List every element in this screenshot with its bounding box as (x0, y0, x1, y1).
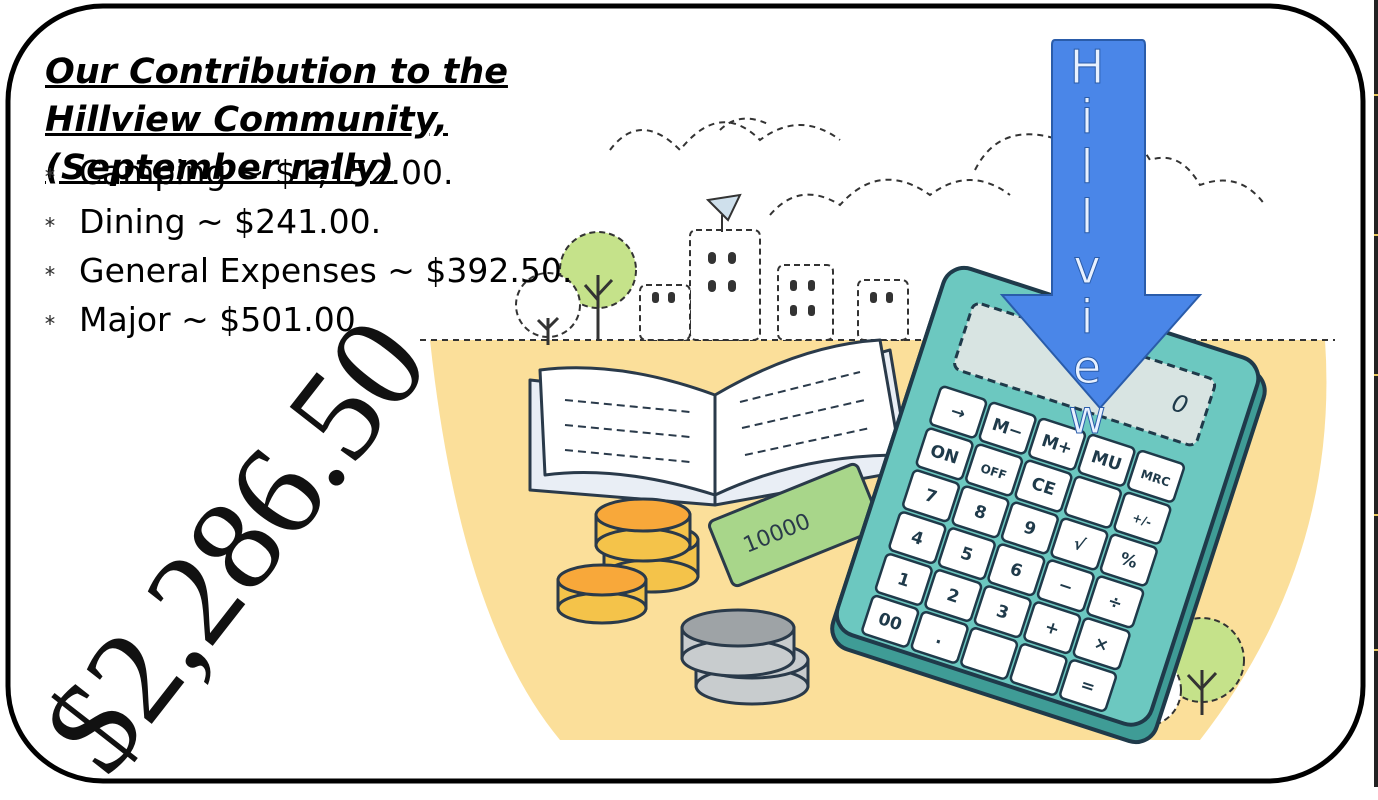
list-item: Dining ~ $241.00. (45, 197, 572, 246)
item-list: Camping ~ $1,152.00.Dining ~ $241.00.Gen… (45, 148, 572, 344)
slide: 10000 0 →M−M+MUMRCONOFFCE+/-789√%456−÷12… (0, 0, 1378, 787)
buildings (640, 230, 908, 340)
satellite-dish (708, 195, 740, 220)
list-item: Camping ~ $1,152.00. (45, 148, 572, 197)
bullet (45, 217, 55, 227)
bullet (45, 315, 55, 325)
bullet-mark (46, 168, 55, 178)
bullet-mark (46, 315, 55, 325)
item-text: Dining ~ $241.00. (79, 197, 381, 246)
bullet-mark (46, 217, 55, 227)
list-item: General Expenses ~ $392.50. (45, 246, 572, 295)
edge-strip (1374, 0, 1378, 787)
item-text: General Expenses ~ $392.50. (79, 246, 572, 295)
bullet (45, 168, 55, 178)
bullet-mark (46, 266, 55, 276)
item-text: Camping ~ $1,152.00. (79, 148, 453, 197)
arrow-label: Hillview (1062, 40, 1112, 440)
bullet (45, 266, 55, 276)
